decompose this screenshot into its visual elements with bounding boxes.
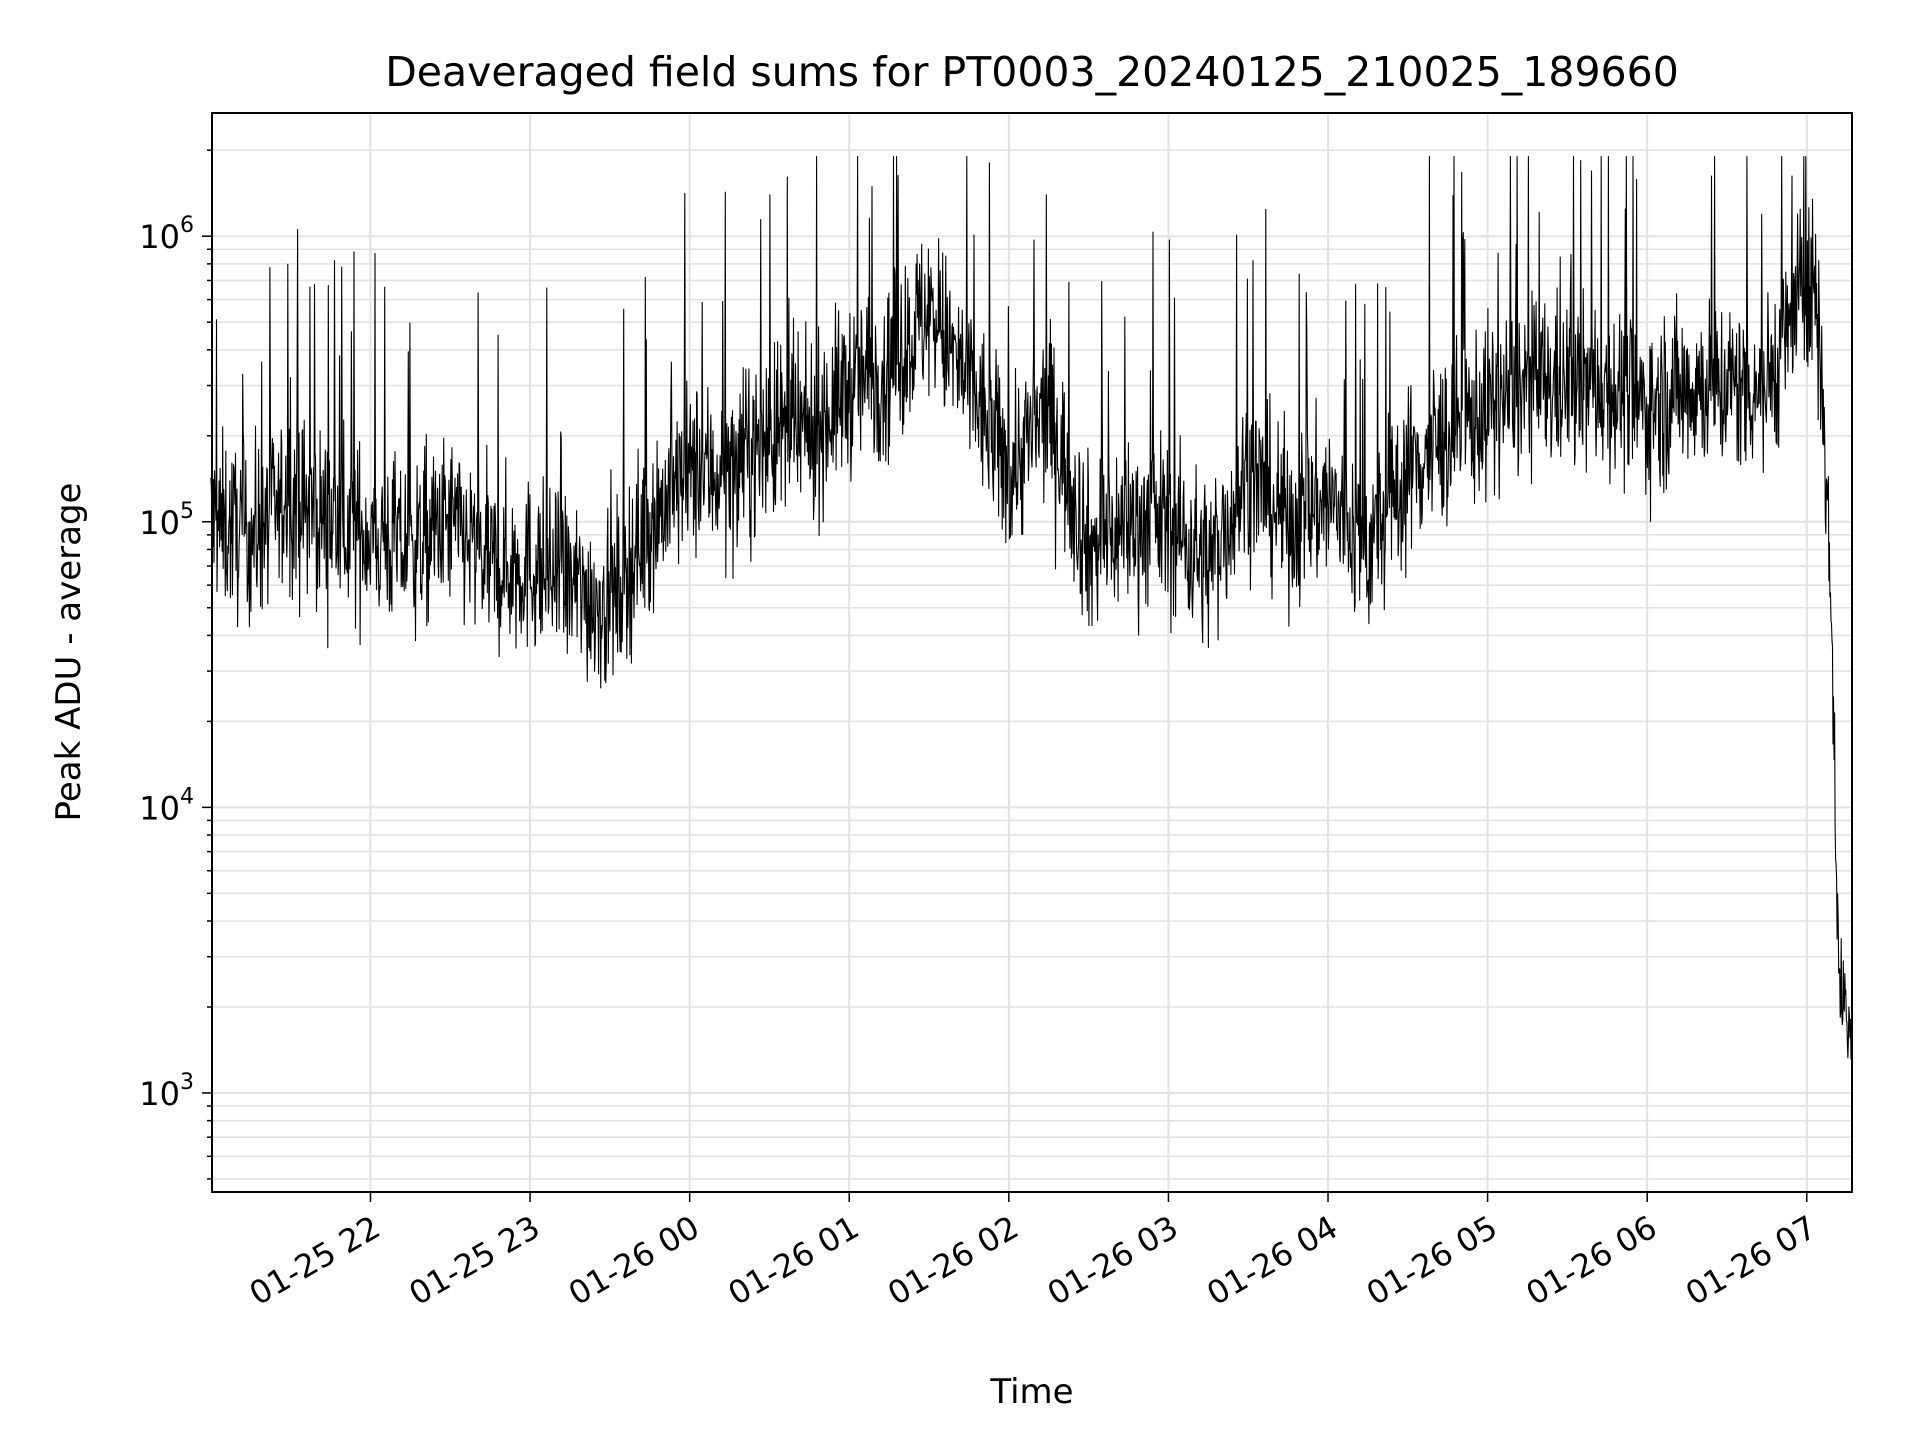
x-tick-label: 01-26 04 (1200, 1208, 1344, 1313)
y-tick-label: 104 (139, 784, 194, 827)
chart-title: Deaveraged field sums for PT0003_2024012… (385, 48, 1679, 96)
y-tick-label: 105 (139, 499, 194, 542)
data-series (210, 156, 1853, 1067)
x-tick-label: 01-26 00 (562, 1208, 706, 1313)
y-tick-label: 106 (139, 213, 194, 256)
y-axis-title: Peak ADU - average (49, 483, 89, 822)
plot-frame (211, 112, 1853, 1193)
x-axis-title: Time (989, 1372, 1073, 1412)
x-tick-label: 01-26 01 (722, 1208, 866, 1313)
x-tick-label: 01-26 07 (1679, 1208, 1823, 1313)
y-tick-label: 103 (139, 1070, 194, 1113)
x-tick-label: 01-25 23 (402, 1208, 546, 1313)
x-tick-label: 01-26 06 (1520, 1208, 1664, 1313)
x-tick-label: 01-25 22 (243, 1208, 387, 1313)
x-tick-label: 01-26 02 (881, 1208, 1025, 1313)
series-line (210, 156, 1853, 1067)
x-axis: 01-25 22 01-25 23 01-26 00 01-26 01 01-26 02… (243, 1192, 1823, 1313)
x-tick-label: 01-26 05 (1360, 1208, 1504, 1313)
gridlines (212, 113, 1852, 1192)
y-axis: 103 104 105 106 (139, 149, 212, 1180)
x-tick-label: 01-26 03 (1041, 1208, 1185, 1313)
